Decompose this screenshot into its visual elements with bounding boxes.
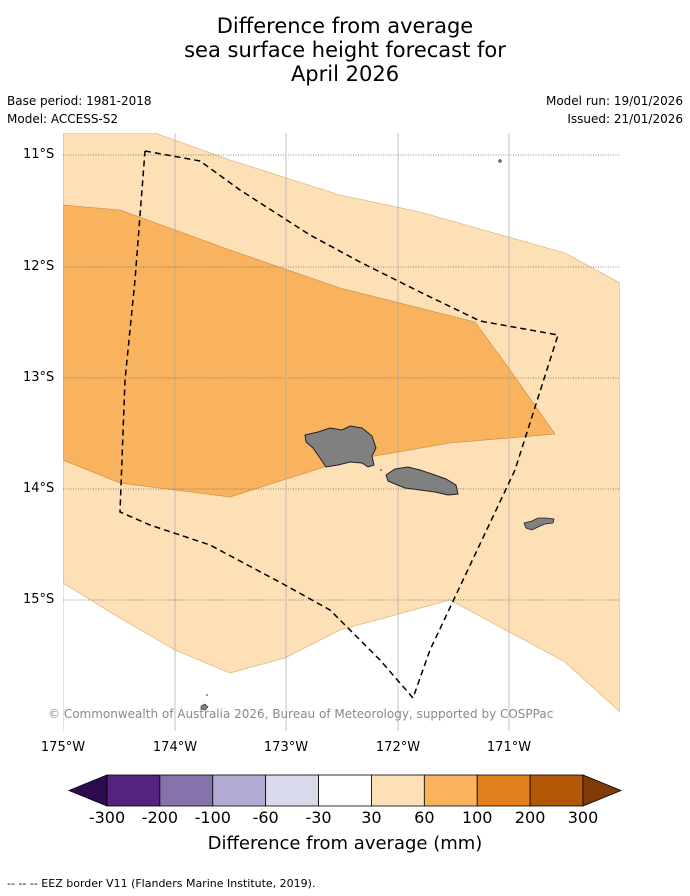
colorbar-tick-label: 300: [567, 808, 599, 827]
colorbar-extend-low: [67, 774, 108, 807]
colorbar-segment: [318, 774, 372, 807]
tutuila-island: [523, 517, 555, 531]
lon-label-173w: 173°W: [263, 740, 309, 755]
colorbar-tick-label: 30: [361, 808, 382, 827]
colorbar-segment: [212, 774, 267, 807]
eez-footnote: -- -- -- EEZ border V11 (Flanders Marine…: [7, 877, 316, 890]
lon-label-174w: 174°W: [152, 740, 198, 755]
eez-border: [119, 150, 559, 700]
colorbar-tick-label: -100: [194, 808, 231, 827]
lat-label-12s: 12°S: [23, 259, 55, 274]
savaii-island: [304, 425, 377, 468]
colorbar-segments: [67, 774, 623, 807]
colorbar-tick-label: -60: [252, 808, 279, 827]
colorbar-segment: [106, 774, 161, 807]
chart-title: Difference from average sea surface heig…: [0, 14, 690, 86]
colorbar-extend-high: [582, 774, 623, 807]
colorbar-tick-label: 60: [414, 808, 435, 827]
lon-label-171w: 171°W: [486, 740, 532, 755]
lon-label-172w: 172°W: [375, 740, 421, 755]
upolu-island: [385, 466, 459, 496]
title-line-3: April 2026: [290, 62, 400, 86]
colorbar-segment: [529, 774, 584, 807]
title-line-2: sea surface height forecast for: [184, 38, 506, 62]
colorbar-segment: [423, 774, 478, 807]
issued-date: Issued: 21/01/2026: [567, 112, 683, 126]
colorbar-tick-label: -30: [305, 808, 332, 827]
small-islet: [206, 694, 208, 696]
title-line-1: Difference from average: [216, 14, 474, 38]
colorbar-tick-label: 200: [514, 808, 546, 827]
colorbar-segment: [159, 774, 214, 807]
map-panel: [63, 133, 620, 731]
colorbar-segment: [371, 774, 425, 807]
apolima-islet: [380, 469, 382, 471]
model-name: Model: ACCESS-S2: [7, 112, 119, 126]
colorbar-tick-label: 100: [461, 808, 493, 827]
model-run: Model run: 19/01/2026: [545, 94, 683, 108]
base-period: Base period: 1981-2018: [7, 94, 152, 108]
swains-island: [498, 159, 502, 163]
copyright-notice: © Commonwealth of Australia 2026, Bureau…: [48, 707, 554, 721]
lat-label-14s: 14°S: [23, 481, 55, 496]
colorbar-tick-label: -300: [88, 808, 126, 827]
colorbar-label: Difference from average (mm): [207, 833, 483, 854]
lat-label-13s: 13°S: [23, 370, 55, 385]
map-svg: [63, 133, 620, 731]
colorbar-tick-label: -200: [141, 808, 179, 827]
lat-label-15s: 15°S: [23, 592, 55, 607]
lon-label-175w: 175°W: [40, 740, 86, 755]
anomaly-band-60-100: [63, 204, 556, 498]
niuafoou-island: [200, 703, 209, 711]
lat-label-11s: 11°S: [23, 147, 55, 162]
colorbar-segment: [265, 774, 319, 807]
colorbar-segment: [476, 774, 531, 807]
